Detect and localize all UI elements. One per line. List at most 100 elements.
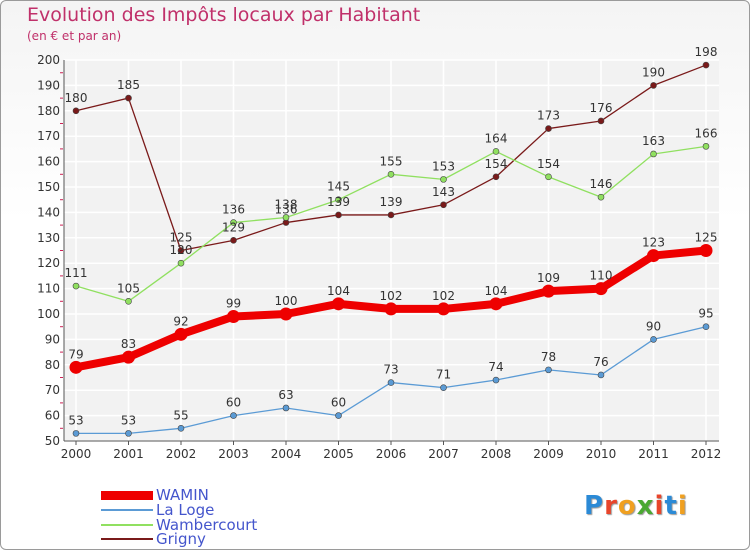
data-label-grigny: 185	[117, 78, 140, 92]
y-tick-label: 70	[45, 383, 60, 397]
y-tick-label: 130	[37, 231, 60, 245]
legend-label-wamin: WAMIN	[156, 485, 209, 504]
legend-label-grigny: Grigny	[156, 529, 206, 548]
data-point-grigny	[387, 211, 395, 219]
x-tick-label: 2003	[218, 447, 249, 461]
data-point-la-loge	[72, 430, 80, 437]
x-tick-label: 2007	[428, 447, 459, 461]
data-label-la-loge: 60	[331, 396, 346, 410]
legend-label-la-loge: La Loge	[156, 500, 215, 519]
data-point-grigny	[72, 107, 80, 115]
y-tick-label: 100	[37, 307, 60, 321]
legend-swatch-wamin	[101, 490, 153, 500]
data-point-wamin	[122, 350, 135, 364]
data-point-grigny	[230, 237, 237, 244]
data-point-wambercourt	[597, 193, 605, 201]
x-tick-label: 2009	[533, 447, 564, 461]
data-label-wamin: 104	[485, 284, 508, 298]
x-tick-label: 2011	[638, 447, 669, 461]
data-label-wambercourt: 155	[380, 154, 403, 168]
y-tick-label: 160	[37, 155, 60, 169]
data-label-la-loge: 63	[278, 388, 293, 402]
data-point-grigny	[492, 173, 500, 181]
data-label-grigny: 136	[275, 203, 298, 217]
data-label-wamin: 102	[380, 289, 403, 303]
data-label-wamin: 102	[432, 289, 455, 303]
data-point-la-loge	[440, 384, 447, 391]
data-point-wambercourt	[650, 150, 657, 158]
data-point-wambercourt	[440, 176, 447, 183]
y-tick-label: 110	[37, 282, 60, 296]
data-point-grigny	[597, 117, 605, 125]
data-point-la-loge	[650, 336, 657, 343]
data-label-grigny: 143	[432, 185, 455, 199]
y-tick-label: 60	[45, 409, 60, 423]
data-point-la-loge	[492, 376, 500, 384]
chart-title: Evolution des Impôts locaux par Habitant	[27, 4, 421, 26]
legend-item-wambercourt: Wambercourt	[101, 517, 257, 533]
data-point-grigny	[440, 201, 447, 209]
data-point-la-loge	[387, 379, 395, 386]
data-point-grigny	[125, 94, 132, 102]
x-tick-label: 2001	[113, 447, 144, 461]
y-tick-label: 90	[45, 332, 60, 346]
data-point-wamin	[227, 310, 240, 324]
data-label-wambercourt: 146	[590, 177, 613, 191]
data-label-wamin: 92	[173, 314, 188, 328]
data-label-wamin: 79	[68, 347, 83, 361]
chart-subtitle: (en € et par an)	[27, 29, 122, 43]
data-point-wamin	[489, 297, 503, 311]
data-point-wambercourt	[492, 148, 500, 155]
data-label-wambercourt: 120	[170, 243, 193, 257]
y-tick-label: 170	[37, 129, 60, 143]
data-label-grigny: 129	[222, 220, 245, 234]
data-label-la-loge: 73	[383, 363, 398, 377]
data-point-wamin	[437, 302, 450, 316]
data-label-wambercourt: 164	[485, 131, 508, 145]
legend-swatch-wambercourt	[101, 524, 153, 526]
data-label-grigny: 139	[327, 195, 350, 209]
y-tick-label: 80	[45, 358, 60, 372]
y-tick-label: 50	[45, 434, 60, 448]
data-point-la-loge	[125, 430, 132, 437]
data-label-grigny: 190	[642, 65, 665, 79]
data-point-wamin	[279, 307, 293, 321]
data-point-la-loge	[702, 323, 710, 331]
x-tick-label: 2010	[586, 447, 617, 461]
data-point-la-loge	[597, 371, 605, 379]
data-label-wambercourt: 154	[537, 157, 560, 171]
data-label-wamin: 83	[121, 337, 136, 351]
data-label-la-loge: 74	[488, 360, 503, 374]
data-point-la-loge	[545, 366, 552, 374]
data-label-wamin: 125	[695, 231, 718, 245]
x-tick-label: 2000	[61, 447, 92, 461]
data-point-grigny	[545, 125, 552, 132]
y-tick-label: 140	[37, 205, 60, 219]
y-tick-label: 150	[37, 180, 60, 194]
data-point-wambercourt	[387, 171, 395, 178]
y-tick-label: 180	[37, 104, 60, 118]
data-point-grigny	[177, 247, 185, 254]
data-label-wambercourt: 153	[432, 159, 455, 173]
data-label-la-loge: 71	[436, 368, 451, 382]
data-label-la-loge: 55	[173, 408, 188, 422]
data-label-grigny: 154	[485, 157, 508, 171]
data-label-wamin: 123	[642, 236, 665, 250]
data-point-wambercourt	[702, 143, 710, 150]
data-point-wamin	[332, 297, 345, 311]
data-label-wambercourt: 138	[275, 197, 298, 211]
data-label-wambercourt: 111	[65, 266, 88, 280]
legend-item-grigny: Grigny	[101, 531, 206, 547]
x-tick-label: 2012	[691, 447, 722, 461]
data-point-grigny	[702, 61, 710, 69]
data-point-wambercourt	[545, 173, 552, 181]
y-tick-label: 200	[37, 53, 60, 67]
data-label-grigny: 198	[695, 45, 718, 59]
y-tick-label: 120	[37, 256, 60, 270]
x-tick-label: 2008	[481, 447, 512, 461]
data-label-wambercourt: 166	[695, 126, 718, 140]
data-point-wambercourt	[125, 297, 132, 305]
data-label-grigny: 139	[380, 195, 403, 209]
data-label-la-loge: 53	[121, 413, 136, 427]
